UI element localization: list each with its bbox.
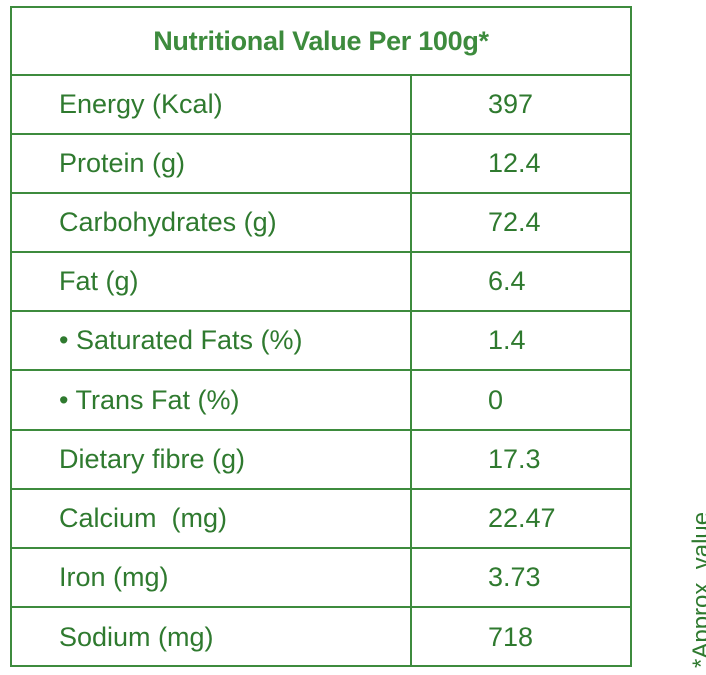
approx-value-footnote: *Approx. value [688,511,706,668]
table-header: Nutritional Value Per 100g* [12,8,630,76]
row-label-energy: Energy (Kcal) [12,76,412,134]
row-value-fat: 6.4 [488,266,526,297]
row-label-protein: Protein (g) [12,135,412,193]
table-row: Sodium (mg) 718 [12,607,630,667]
table-row: Energy (Kcal) 397 [12,76,630,136]
row-label-trans-fat: • Trans Fat (%) [12,371,412,429]
table-row: • Trans Fat (%) 0 [12,371,630,431]
table-title: Nutritional Value Per 100g* [153,25,489,56]
row-label-carbohydrates: Carbohydrates (g) [12,194,412,252]
row-label-fat: Fat (g) [12,253,412,311]
row-label-saturated-fats: • Saturated Fats (%) [12,312,412,370]
row-value-sodium: 718 [488,621,534,652]
row-label-dietary-fibre: Dietary fibre (g) [12,430,412,488]
row-label-iron: Iron (mg) [12,548,412,606]
table-row: Fat (g) 6.4 [12,253,630,313]
row-value-saturated-fats: 1.4 [488,325,526,356]
row-label-sodium: Sodium (mg) [12,607,412,667]
table-row: Protein (g) 12.4 [12,135,630,195]
table-row: Iron (mg) 3.73 [12,548,630,608]
row-value-energy: 397 [488,89,534,120]
table-row: Dietary fibre (g) 17.3 [12,430,630,490]
row-value-dietary-fibre: 17.3 [488,443,541,474]
table-row: Carbohydrates (g) 72.4 [12,194,630,254]
row-value-iron: 3.73 [488,561,541,592]
row-value-trans-fat: 0 [488,384,504,415]
nutrition-table: Nutritional Value Per 100g* Energy (Kcal… [10,6,632,667]
table-row: Calcium (mg) 22.47 [12,489,630,549]
row-value-carbohydrates: 72.4 [488,207,541,238]
row-label-calcium: Calcium (mg) [12,489,412,547]
row-value-calcium: 22.47 [488,502,556,533]
row-value-protein: 12.4 [488,148,541,179]
table-row: • Saturated Fats (%) 1.4 [12,312,630,372]
